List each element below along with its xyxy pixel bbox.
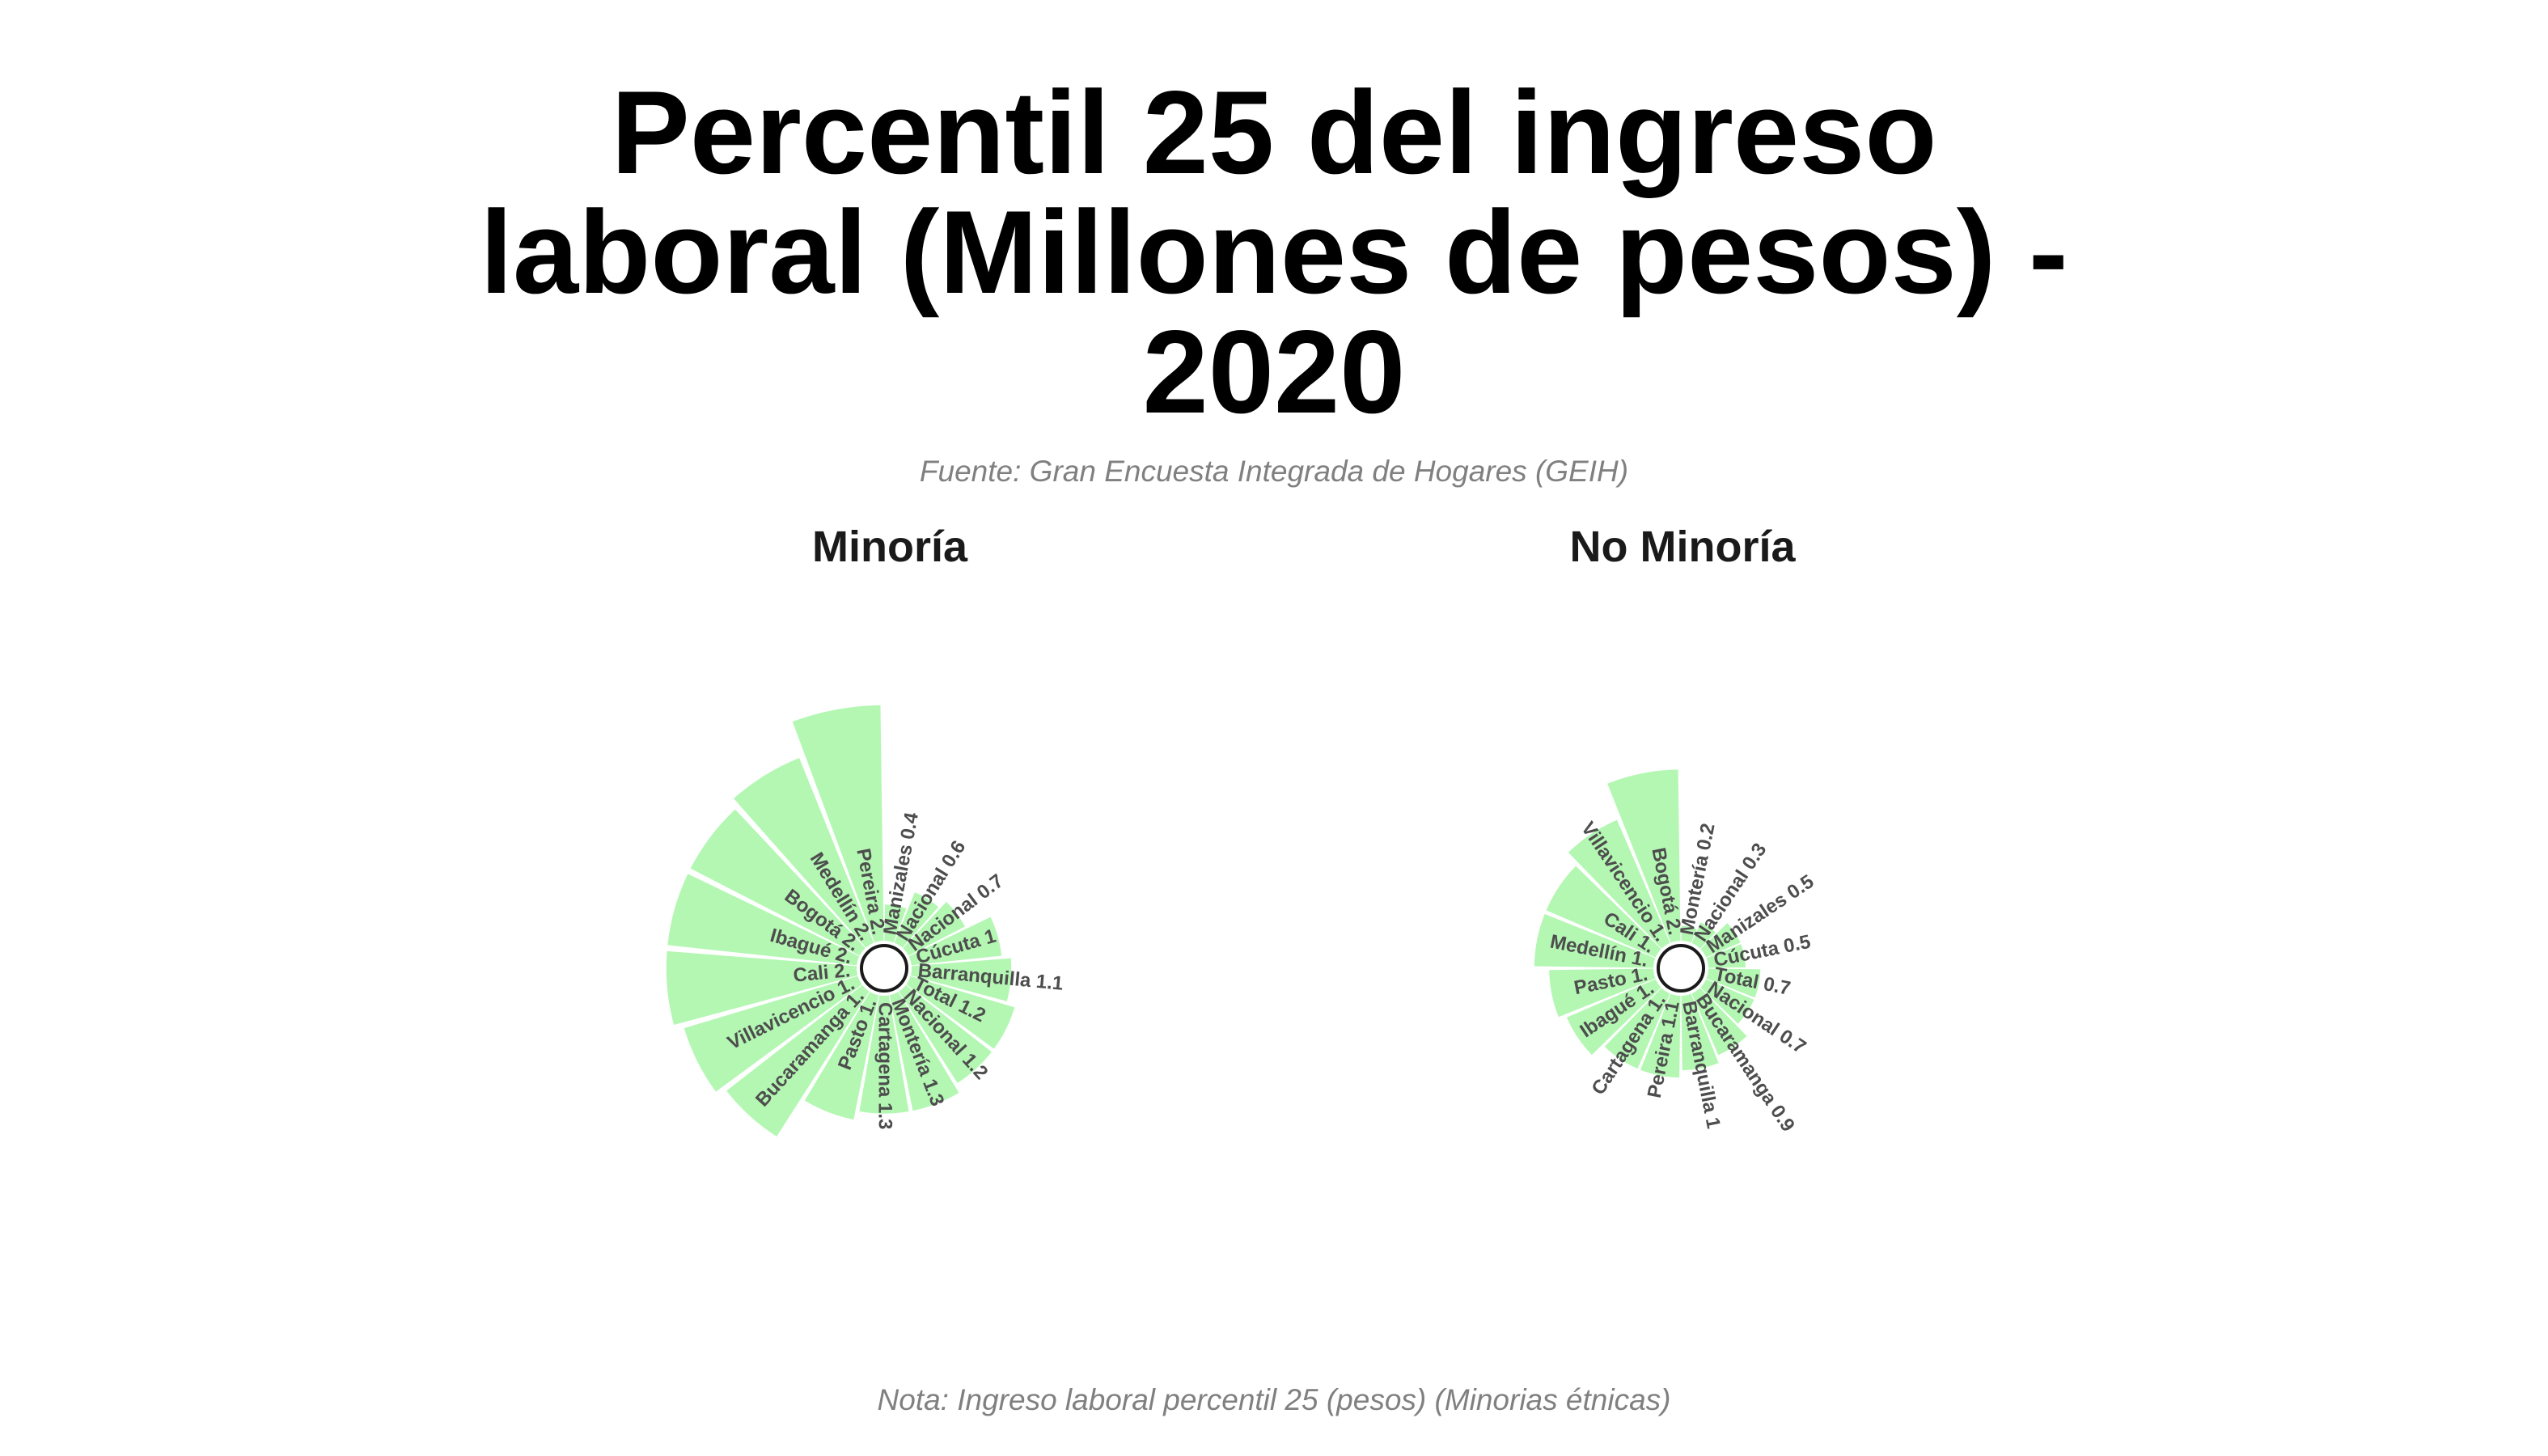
bar-3	[1706, 944, 1746, 968]
chart-caption: Nota: Ingreso laboral percentil 25 (peso…	[877, 1383, 1671, 1416]
bar-5	[906, 976, 1015, 1049]
bar-16	[792, 705, 884, 943]
bar-9	[1604, 988, 1670, 1069]
bar-11	[684, 976, 862, 1092]
bar-1	[1691, 922, 1716, 949]
bar-label-8: Cartagena 1.3	[874, 1002, 896, 1129]
bar-7	[889, 992, 959, 1111]
bar-0	[884, 904, 907, 943]
bar-10	[726, 984, 870, 1136]
bar-6	[899, 984, 992, 1083]
bar-8	[859, 995, 909, 1114]
bar-13	[667, 874, 860, 966]
bar-12	[1534, 914, 1656, 968]
bar-1	[894, 892, 939, 948]
panel-title-minoria: Minoría	[811, 523, 967, 571]
bar-4	[1706, 968, 1761, 998]
bar-2	[903, 902, 965, 956]
bar-7	[1681, 993, 1719, 1070]
bar-6	[1691, 988, 1747, 1056]
bar-13	[1546, 866, 1661, 958]
bar-15	[1607, 769, 1681, 943]
bar-0	[1681, 925, 1697, 943]
inner-ring	[860, 944, 908, 993]
chart-title: Percentil 25 del ingreso laboral (Millon…	[480, 66, 2068, 438]
bar-9	[804, 992, 879, 1120]
bar-11	[1549, 968, 1656, 1018]
bar-label-12: Cali 2.	[792, 959, 851, 986]
bar-3	[908, 916, 1002, 966]
inner-ring	[1657, 944, 1705, 993]
bar-4	[910, 958, 1012, 1001]
panel-title-no-minoria: No Minoría	[1569, 523, 1796, 571]
bar-15	[734, 757, 874, 948]
chart-subtitle: Fuente: Gran Encuesta Integrada de Hogar…	[919, 455, 1629, 488]
bar-14	[690, 809, 866, 956]
bar-10	[1566, 979, 1661, 1056]
bar-2	[1700, 923, 1741, 958]
bar-14	[1568, 819, 1670, 949]
bar-8	[1640, 993, 1681, 1078]
bar-12	[666, 950, 858, 1026]
bar-5	[1700, 979, 1754, 1024]
